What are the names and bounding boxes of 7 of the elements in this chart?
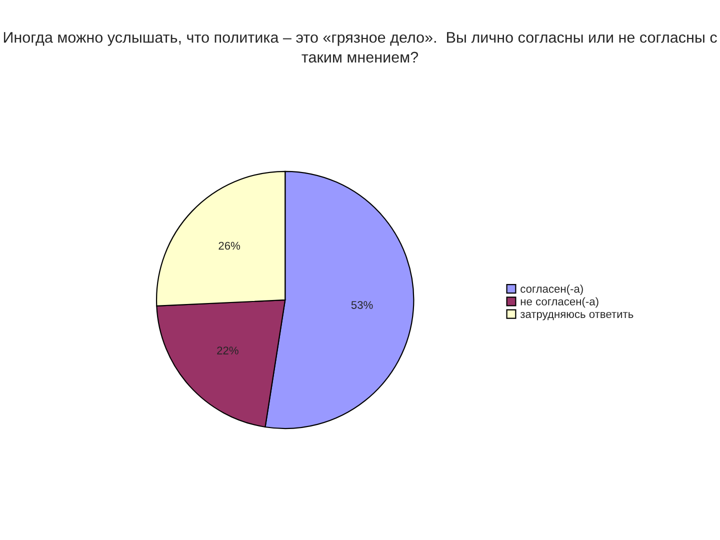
- legend-label: не согласен(-а): [520, 297, 598, 308]
- data-label: 53%: [351, 301, 373, 309]
- data-label: 26%: [218, 242, 240, 250]
- legend-label: затрудняюсь ответить: [520, 312, 634, 320]
- data-label: 22%: [217, 346, 238, 354]
- legend-label: согласен(-а): [520, 284, 583, 295]
- chart-title: Иногда можно услышать, что политика – это «грязное дело». Вы лично согласны или не согласны с таким мнением?: [4, 32, 717, 63]
